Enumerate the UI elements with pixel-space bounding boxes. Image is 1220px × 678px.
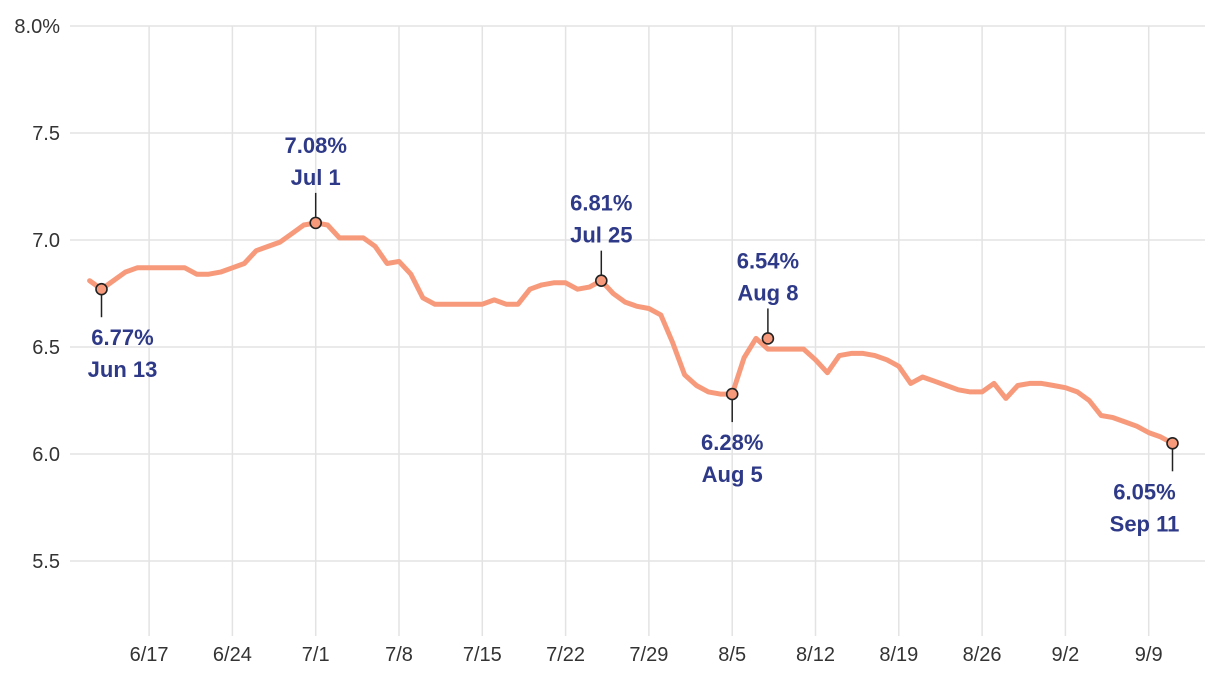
y-tick-label: 8.0% [14,16,60,38]
y-axis-tick-labels: 8.0% 7.5 7.0 6.5 6.0 5.5 [14,16,60,573]
x-tick-label: 9/2 [1051,644,1079,666]
annotations-group: 6.77% Jun 13 7.08% Jul 1 6.81% Jul 25 6.28% Aug… [88,133,1180,536]
annotation-date-label: Aug 5 [702,462,763,487]
series-group [87,220,1175,446]
annotation-date-label: Jul 1 [291,165,341,190]
annotation-value-label: 6.28% [701,430,763,455]
annotation-marker-fill [595,275,607,287]
x-tick-label: 7/1 [302,644,330,666]
x-tick-label: 9/9 [1135,644,1163,666]
x-tick-label: 7/8 [385,644,413,666]
annotation-date-label: Jun 13 [88,357,158,382]
annotation-date-label: Sep 11 [1110,511,1180,536]
x-tick-label: 6/17 [130,644,169,666]
annotation-marker [95,282,108,296]
y-tick-label: 7.5 [32,123,60,145]
annotation-value-label: 7.08% [285,133,347,158]
annotation-value-label: 6.77% [91,325,153,350]
annotation-marker-fill [762,332,774,344]
x-tick-label: 8/5 [718,644,746,666]
y-tick-label: 5.5 [32,551,60,573]
annotation-value-label: 6.54% [737,248,799,273]
x-tick-label: 6/24 [213,644,252,666]
y-tick-label: 6.0 [32,444,60,466]
annotation-value-label: 6.05% [1113,479,1175,504]
x-tick-label: 7/15 [463,644,502,666]
annotation-marker-fill [310,217,322,229]
annotation-marker [1166,436,1179,450]
x-tick-label: 8/26 [963,644,1002,666]
annotation-marker-fill [1167,437,1178,449]
y-tick-label: 7.0 [32,230,60,252]
annotation-marker [309,216,323,230]
annotation-date-label: Aug 8 [737,280,798,305]
x-axis-tick-labels: 6/17 6/24 7/1 7/8 7/15 7/22 7/29 8/5 8/12 8/19 8/2… [130,644,1163,666]
x-tick-label: 8/12 [796,644,835,666]
x-tick-label: 7/22 [546,644,585,666]
annotation-marker [725,387,739,401]
x-tick-label: 7/29 [629,644,668,666]
x-tick-label: 8/19 [879,644,918,666]
y-gridlines [70,25,1205,562]
annotation-value-label: 6.81% [570,191,632,216]
x-gridlines [148,26,1150,636]
y-tick-label: 6.5 [32,337,60,359]
annotation-marker-fill [726,388,738,400]
annotation-marker-fill [96,283,107,295]
annotation-date-label: Jul 25 [570,223,632,248]
annotation-marker [594,274,608,287]
annotation-marker [761,332,775,345]
series-line [87,220,1175,446]
